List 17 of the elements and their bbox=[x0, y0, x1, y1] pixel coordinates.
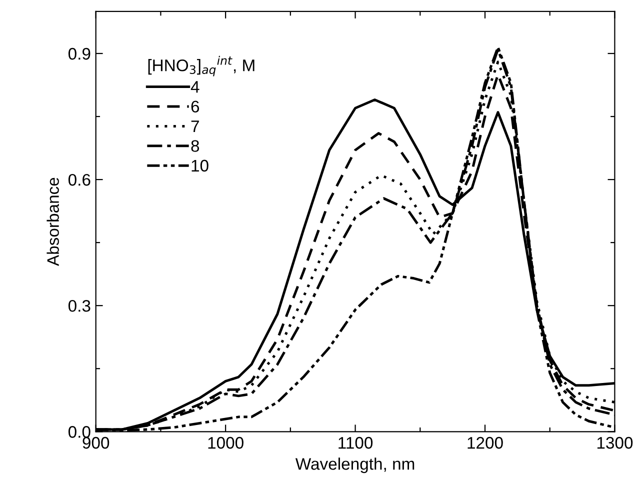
x-axis-title: Wavelength, nm bbox=[295, 458, 414, 474]
y-tick-label: 0.0 bbox=[68, 426, 90, 438]
x-tick-label: 1300 bbox=[597, 436, 633, 449]
x-tick-label: 1100 bbox=[338, 436, 373, 449]
legend-label: 6 bbox=[191, 100, 200, 112]
legend-label: 7 bbox=[191, 120, 199, 132]
x-tick-label: 1200 bbox=[468, 436, 503, 449]
legend-label: 10 bbox=[192, 160, 208, 172]
x-tick-label: 900 bbox=[82, 436, 110, 449]
y-axis-title: Absorbance bbox=[46, 178, 59, 266]
legend-label: 8 bbox=[191, 140, 200, 152]
legend-title: [HNO$_{3}$]$_{aq}$$^{int}$, M bbox=[148, 56, 254, 76]
y-tick-label: 0.6 bbox=[68, 174, 90, 186]
y-tick-label: 0.9 bbox=[68, 48, 90, 60]
x-tick-label: 1000 bbox=[208, 436, 244, 449]
legend-label: 4 bbox=[190, 81, 200, 93]
y-tick-label: 0.3 bbox=[68, 300, 90, 312]
